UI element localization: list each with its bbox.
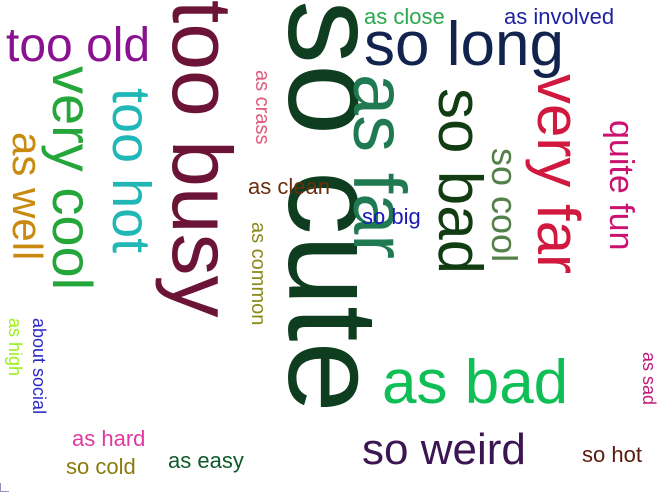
word-too-old: too old xyxy=(6,19,151,72)
word-too-busy: too busy xyxy=(155,0,249,318)
word-as-hard: as hard xyxy=(72,426,146,451)
word-so-cool: so cool xyxy=(484,148,525,263)
word-so-big: so big xyxy=(362,204,421,229)
word-as-well: as well xyxy=(4,132,51,261)
word-as-clean: as clean xyxy=(248,174,330,199)
word-so-weird: so weird xyxy=(362,425,526,474)
word-very-cool: very cool xyxy=(41,66,104,291)
word-quite-fun: quite fun xyxy=(602,120,640,251)
word-too-hot: too hot xyxy=(101,88,161,254)
word-as-bad: as bad xyxy=(382,348,569,417)
word-so-hot: so hot xyxy=(582,442,642,467)
word-as-easy: as easy xyxy=(168,448,244,473)
word-so-long: so long xyxy=(364,10,564,79)
word-as-high: as high xyxy=(5,318,25,377)
word-as-far: as far xyxy=(338,74,421,260)
word-as-close: as close xyxy=(364,4,445,29)
word-as-sad: as sad xyxy=(639,352,659,406)
word-about-social: about social xyxy=(29,318,49,415)
word-so-cold: so cold xyxy=(66,454,136,479)
word-as-involved: as involved xyxy=(504,4,615,29)
corner-mark xyxy=(0,483,9,492)
word-so-bad: so bad xyxy=(425,88,494,275)
word-very-far: very far xyxy=(525,74,592,275)
word-as-crass: as crass xyxy=(251,70,273,145)
word-as-common: as common xyxy=(247,222,269,326)
